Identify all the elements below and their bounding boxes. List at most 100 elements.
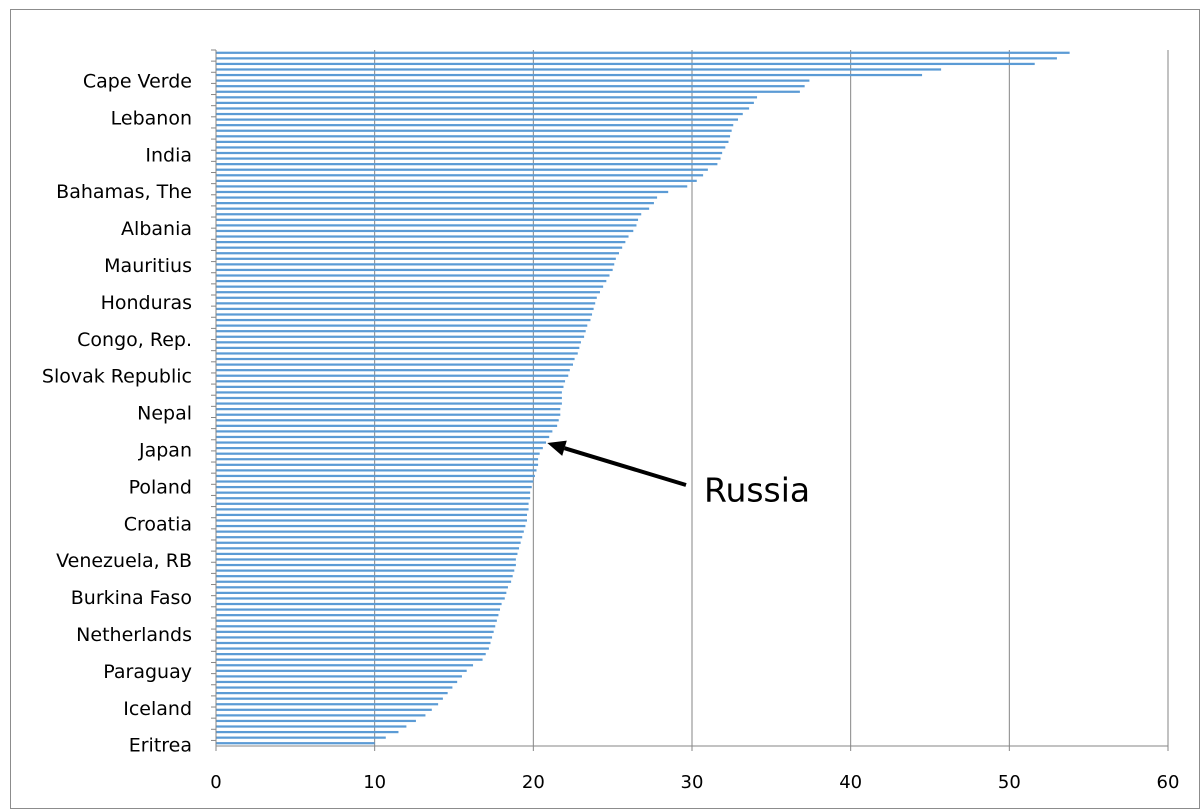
bar	[216, 447, 543, 450]
x-tick-label: 50	[998, 772, 1021, 793]
bar	[216, 352, 578, 355]
category-labels: Cape Verde Lebanon India Bahamas, The Albani…	[42, 71, 192, 757]
annotation-label: Russia	[704, 471, 810, 510]
bar	[216, 135, 731, 138]
bar	[216, 196, 658, 199]
bar	[216, 452, 540, 455]
category-label: Mauritius	[104, 255, 192, 277]
bar	[216, 380, 566, 383]
bar	[216, 51, 1070, 54]
category-label: Bahamas, The	[56, 181, 192, 203]
x-tick-label: 0	[210, 772, 221, 793]
category-label: Croatia	[124, 513, 192, 535]
bar	[216, 330, 586, 333]
annotation-arrow-head	[547, 440, 567, 456]
bar	[216, 730, 399, 734]
bar	[216, 524, 526, 528]
category-label: Congo, Rep.	[77, 329, 192, 351]
category-label: Venezuela, RB	[56, 550, 192, 572]
bar	[216, 218, 639, 221]
bar	[216, 558, 516, 561]
bar	[216, 658, 483, 661]
bar	[216, 207, 650, 210]
bar	[216, 653, 486, 656]
bar	[216, 279, 607, 283]
bar	[216, 614, 499, 617]
category-label: Paraguay	[103, 661, 192, 683]
bar	[216, 268, 613, 272]
bar	[216, 391, 562, 394]
bar	[216, 625, 496, 628]
bar	[216, 630, 494, 633]
bar	[216, 240, 626, 244]
bars	[216, 51, 1070, 745]
bar	[216, 502, 529, 505]
bar	[216, 714, 426, 717]
category-label: Iceland	[123, 698, 192, 720]
bar	[216, 519, 527, 522]
category-label: Slovak Republic	[42, 366, 192, 388]
bar	[216, 497, 531, 500]
axes	[211, 49, 1169, 751]
bar	[216, 174, 704, 177]
bar	[216, 357, 575, 361]
bar	[216, 569, 515, 572]
bar	[216, 318, 591, 322]
bar	[216, 725, 407, 728]
annotation-arrow-shaft	[563, 446, 687, 487]
bar	[216, 163, 718, 166]
bar	[216, 408, 561, 411]
bar	[216, 213, 642, 216]
bar	[216, 107, 750, 110]
category-label: Lebanon	[111, 107, 192, 129]
bar	[216, 413, 561, 416]
bar	[216, 424, 558, 427]
category-label: Cape Verde	[83, 71, 192, 93]
bar	[216, 335, 585, 338]
bar	[216, 697, 443, 700]
bar	[216, 402, 562, 405]
bar	[216, 742, 375, 745]
bar	[216, 79, 810, 82]
bar	[216, 146, 726, 149]
bar	[216, 151, 723, 155]
bar	[216, 530, 524, 533]
bar	[216, 536, 523, 539]
bar	[216, 324, 588, 327]
bar	[216, 229, 634, 233]
bar	[216, 185, 688, 188]
bar	[216, 118, 739, 121]
bar	[216, 508, 529, 511]
bar	[216, 736, 386, 739]
bar	[216, 235, 629, 238]
bar	[216, 252, 620, 255]
bar	[216, 263, 615, 266]
category-label: Netherlands	[76, 624, 192, 646]
x-tick-label: 40	[839, 772, 862, 793]
bar	[216, 224, 637, 227]
bar	[216, 369, 570, 372]
x-tick-label: 10	[363, 772, 386, 793]
bar	[216, 485, 532, 489]
category-label: Japan	[138, 440, 192, 462]
gridlines	[374, 50, 1169, 746]
bar	[216, 179, 697, 182]
bar	[216, 441, 547, 444]
bar	[216, 580, 512, 583]
bar	[216, 541, 521, 544]
category-label: Eritrea	[129, 735, 192, 757]
bar	[216, 341, 581, 344]
bar	[216, 664, 474, 667]
bar	[216, 274, 610, 277]
bar	[216, 168, 708, 171]
bar	[216, 246, 623, 249]
bar	[216, 719, 416, 723]
bar	[216, 202, 654, 205]
bar	[216, 291, 600, 294]
bar	[216, 385, 564, 388]
bar	[216, 669, 467, 672]
category-label: Poland	[129, 476, 192, 498]
x-tick-label: 20	[522, 772, 545, 793]
category-label: Honduras	[101, 292, 192, 314]
